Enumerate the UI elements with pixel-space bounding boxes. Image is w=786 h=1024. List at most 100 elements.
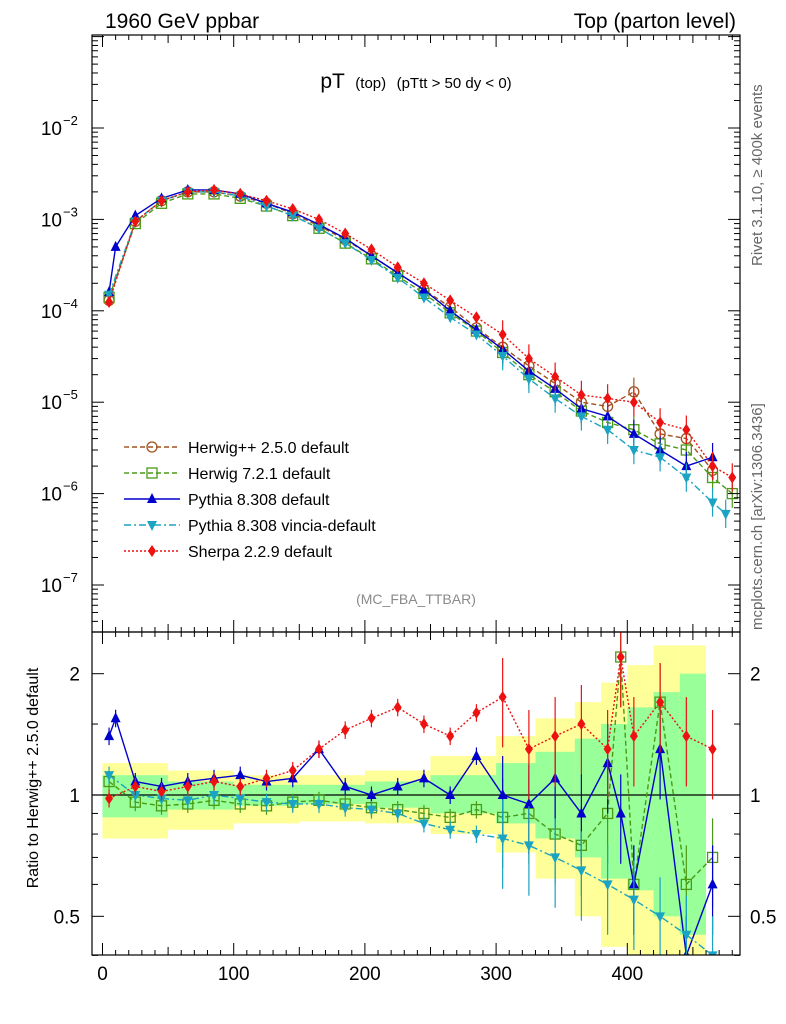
data-point	[577, 388, 586, 401]
ratio-point	[341, 723, 350, 736]
ratio-point	[105, 792, 114, 805]
ratio-point	[707, 878, 718, 889]
data-point	[708, 460, 717, 473]
data-point	[471, 330, 482, 341]
ratio-point	[523, 797, 534, 808]
rivet-label: Rivet 3.1.10, ≥ 400k events	[749, 84, 766, 266]
data-point	[682, 423, 691, 436]
ratio-point	[418, 819, 429, 830]
data-point	[341, 227, 350, 240]
ratio-point	[628, 895, 639, 906]
legend-marker	[147, 493, 157, 503]
data-point	[602, 425, 613, 436]
band-segment	[679, 673, 707, 935]
ratio-point	[314, 743, 323, 756]
x-tick-label: 200	[349, 964, 381, 985]
legend-marker	[147, 521, 157, 531]
ratio-point	[392, 780, 403, 791]
ratio-line-pythia	[108, 716, 714, 955]
ratio-point	[366, 805, 377, 816]
data-point	[576, 412, 587, 423]
ratio-point	[210, 775, 219, 788]
ratio-point	[131, 780, 140, 793]
data-point	[130, 209, 141, 220]
data-point	[728, 471, 737, 484]
data-point	[498, 328, 507, 341]
data-point	[446, 294, 455, 307]
data-point	[497, 352, 508, 363]
data-point	[628, 427, 639, 438]
legend-entry-sherpa: Sherpa 2.2.9 default	[124, 544, 333, 561]
ratio-point	[629, 730, 638, 743]
ratio-y-tick-label: 0.5	[54, 907, 80, 928]
ratio-point	[472, 706, 481, 719]
data-point	[419, 277, 428, 290]
ratio-point	[235, 769, 246, 780]
ratio-point	[104, 771, 115, 782]
x-tick-label: 100	[218, 964, 250, 985]
series-line-herwigpp	[108, 191, 714, 471]
ratio-y-tick-label-right: 1	[750, 786, 761, 807]
data-point	[340, 239, 351, 250]
data-point	[445, 313, 456, 324]
data-point	[393, 261, 402, 274]
data-point	[262, 194, 271, 207]
ratio-point	[236, 780, 245, 793]
data-point	[602, 410, 613, 421]
legend-label: Herwig++ 2.5.0 default	[188, 440, 350, 457]
y-tick-label-exp: −7	[63, 570, 78, 585]
ratio-point	[497, 789, 508, 799]
legend-label: Sherpa 2.2.9 default	[188, 544, 333, 561]
y-tick-label: 10	[41, 210, 62, 231]
ratio-point	[523, 841, 534, 852]
ratio-point	[681, 930, 692, 941]
y-tick-label: 10	[41, 302, 62, 323]
data-point	[472, 311, 481, 324]
data-point	[288, 202, 297, 215]
band-segment	[430, 775, 497, 814]
ratio-point	[576, 807, 587, 818]
data-point	[131, 215, 140, 228]
y-tick-label-exp: −3	[63, 204, 78, 219]
data-point	[656, 416, 665, 429]
ratio-point	[235, 794, 246, 805]
data-point	[287, 211, 298, 222]
data-point	[524, 352, 533, 365]
ratio-y-tick-label-right: 2	[750, 665, 761, 686]
ratio-point	[602, 880, 613, 891]
x-tick-label: 0	[97, 964, 108, 985]
ratio-ylabel: Ratio to Herwig++ 2.5.0 default	[25, 667, 42, 888]
data-point	[210, 183, 219, 196]
legend-label: Pythia 8.308 vincia-default	[188, 518, 376, 535]
ratio-point	[498, 691, 507, 704]
y-tick-label: 10	[41, 485, 62, 506]
data-point	[313, 224, 324, 235]
ratio-point	[497, 834, 508, 845]
data-point	[392, 273, 403, 284]
ratio-point	[656, 696, 665, 709]
data-point	[366, 255, 377, 266]
legend: Herwig++ 2.5.0 default Herwig 7.2.1 defau…	[124, 440, 376, 561]
ratio-point	[287, 799, 298, 810]
ratio-point	[209, 791, 220, 801]
watermark: (MC_FBA_TTBAR)	[356, 591, 476, 607]
ratio-point	[130, 791, 141, 801]
ratio-point	[550, 853, 561, 864]
ratio-point	[445, 825, 456, 836]
data-point	[628, 445, 639, 456]
ratio-point	[340, 780, 351, 791]
header-left: 1960 GeV ppbar	[105, 10, 259, 33]
ratio-point	[680, 878, 692, 891]
ratio-point	[392, 809, 403, 820]
ratio-point	[524, 743, 533, 756]
ratio-point	[682, 730, 691, 743]
ratio-series-sherpa	[105, 632, 717, 808]
data-point	[110, 240, 121, 251]
data-point	[523, 374, 534, 385]
y-tick-label: 10	[41, 119, 62, 140]
ratio-point	[104, 730, 115, 741]
ratio-point	[366, 789, 377, 799]
ratio-point	[470, 803, 483, 816]
legend-entry-herwig7: Herwig 7.2.1 default	[124, 466, 331, 483]
